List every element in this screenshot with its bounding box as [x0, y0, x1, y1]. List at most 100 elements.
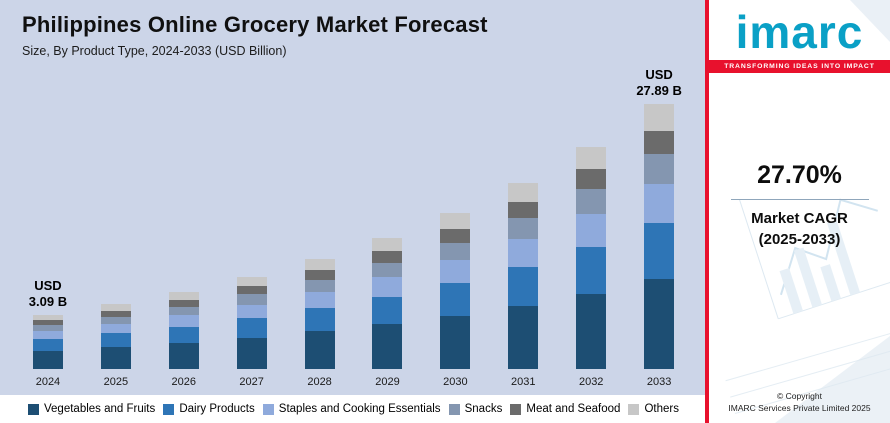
decorative-chart-graphic [725, 0, 890, 423]
bar-column-2030: 2030 [421, 213, 489, 395]
bar-segment-others [168, 292, 199, 300]
copyright-line2: IMARC Services Private Limited 2025 [728, 403, 871, 413]
legend-item: Snacks [448, 403, 503, 415]
bar-segment-others [644, 104, 675, 131]
bar-segment-others [32, 315, 63, 321]
bar-segment-others [100, 304, 131, 311]
bar-column-2025: 2025 [82, 304, 150, 395]
bar-segment-staples-and-cooking-essentials [32, 331, 63, 340]
bar-value-label-line2: 3.09 B [28, 294, 68, 309]
bar-segment-snacks [100, 316, 131, 324]
cagr-block: 27.70% Market CAGR (2025-2033) [709, 161, 890, 248]
chart-subtitle: Size, By Product Type, 2024-2033 (USD Bi… [22, 44, 287, 58]
bar-segment-meat-and-seafood [508, 201, 539, 219]
bar-column-2026: 2026 [150, 292, 218, 395]
bar-segment-dairy-products [32, 339, 63, 351]
bar-segment-snacks [644, 154, 675, 184]
legend-label: Staples and Cooking Essentials [278, 403, 441, 415]
chart-header: Philippines Online Grocery Market Foreca… [0, 0, 705, 58]
cagr-value: 27.70% [757, 161, 842, 189]
bar-segment-snacks [440, 242, 471, 260]
legend-item: Dairy Products [163, 403, 255, 415]
x-axis-label-2024: 2024 [35, 376, 61, 388]
bar-2030 [440, 213, 471, 369]
bar-segment-dairy-products [372, 296, 403, 325]
bar-segment-vegetables-and-fruits [100, 346, 131, 369]
bar-segment-staples-and-cooking-essentials [372, 277, 403, 297]
bar-segment-staples-and-cooking-essentials [508, 238, 539, 267]
legend-swatch [28, 403, 39, 415]
bar-segment-staples-and-cooking-essentials [576, 213, 607, 247]
legend-label: Snacks [464, 403, 503, 415]
bar-segment-vegetables-and-fruits [304, 331, 335, 369]
bar-value-label-2024: USD 3.09 B [29, 278, 67, 310]
bar-2031 [508, 183, 539, 369]
x-axis-label-2029: 2029 [375, 376, 400, 388]
chart-legend: Vegetables and Fruits Dairy Products Stapl… [0, 395, 705, 423]
x-axis-label-2030: 2030 [443, 376, 468, 388]
bar-segment-others [508, 183, 539, 202]
cagr-period: (2025-2033) [758, 231, 841, 248]
bar-segment-others [576, 147, 607, 170]
bar-segment-meat-and-seafood [304, 269, 335, 280]
bar-column-2033: USD 27.89 B 2033 [625, 67, 693, 395]
bar-segment-vegetables-and-fruits [168, 342, 199, 369]
bar-2032 [576, 147, 607, 370]
x-axis-label-2026: 2026 [171, 376, 196, 388]
legend-item: Vegetables and Fruits [28, 403, 155, 415]
sidebar-content: imarc TRANSFORMING IDEAS INTO IMPACT 27.… [709, 0, 890, 423]
bar-segment-dairy-products [576, 246, 607, 294]
bar-segment-dairy-products [508, 266, 539, 306]
bar-segment-meat-and-seafood [440, 228, 471, 243]
bar-segment-meat-and-seafood [168, 299, 199, 307]
plot-area: USD 3.09 B 2024 2025 2026 2027 2028 2029 2030 203… [0, 58, 705, 395]
x-axis-label-2027: 2027 [239, 376, 264, 388]
bar-segment-meat-and-seafood [576, 169, 607, 190]
bar-value-label-line2: 27.89 B [636, 83, 682, 98]
bar-segment-staples-and-cooking-essentials [168, 314, 199, 327]
bar-value-label-line1: USD [34, 278, 62, 293]
legend-swatch [510, 403, 522, 415]
bar-column-2028: 2028 [286, 259, 354, 395]
x-axis-label-2025: 2025 [103, 376, 129, 388]
bar-segment-dairy-products [168, 326, 199, 343]
bar-segment-vegetables-and-fruits [644, 278, 675, 369]
cagr-divider-line [730, 199, 869, 200]
legend-label: Dairy Products [179, 403, 255, 415]
x-axis-label-2033: 2033 [646, 376, 672, 388]
bar-2027 [236, 277, 267, 369]
legend-swatch [163, 403, 175, 415]
bar-column-2032: 2032 [557, 147, 625, 395]
bar-segment-staples-and-cooking-essentials [644, 183, 675, 224]
bar-2024 [32, 315, 63, 369]
legend-label: Vegetables and Fruits [44, 403, 156, 415]
bar-2025 [100, 304, 131, 369]
bar-segment-snacks [508, 218, 539, 239]
x-axis-label-2031: 2031 [511, 376, 536, 388]
bar-segment-meat-and-seafood [32, 320, 63, 326]
red-divider [705, 0, 709, 423]
bar-segment-dairy-products [440, 283, 471, 316]
legend-label: Meat and Seafood [526, 403, 621, 415]
copyright-line1: © Copyright [776, 391, 822, 401]
bar-2026 [168, 292, 199, 369]
bar-2029 [372, 238, 403, 369]
imarc-logo-text: imarc [735, 6, 864, 58]
bar-segment-snacks [236, 294, 267, 305]
bar-2033 [644, 104, 675, 369]
legend-item: Staples and Cooking Essentials [262, 403, 441, 415]
legend-item: Others [628, 403, 679, 415]
bar-segment-vegetables-and-fruits [32, 350, 63, 369]
bar-column-2027: 2027 [218, 277, 286, 395]
bar-segment-others [304, 259, 335, 270]
legend-label: Others [644, 403, 679, 415]
cagr-label: Market CAGR [751, 210, 848, 227]
x-axis-label-2028: 2028 [307, 376, 332, 388]
brand-sidebar: imarc TRANSFORMING IDEAS INTO IMPACT 27.… [709, 0, 890, 423]
bar-segment-dairy-products [644, 223, 675, 279]
bar-segment-staples-and-cooking-essentials [440, 259, 471, 284]
bar-segment-snacks [168, 306, 199, 315]
bar-segment-vegetables-and-fruits [440, 315, 471, 369]
bar-segment-vegetables-and-fruits [372, 324, 403, 369]
